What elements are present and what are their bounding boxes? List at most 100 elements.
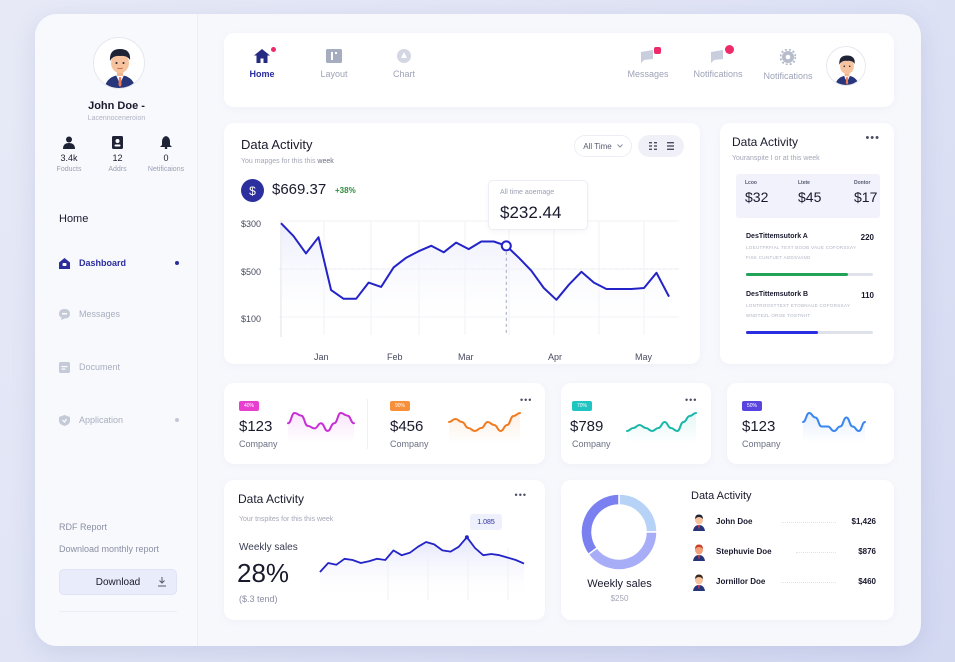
download-button[interactable]: Download: [59, 569, 177, 595]
series-line: [280, 222, 670, 301]
leader-amount: $1,426: [851, 517, 876, 526]
report-title: RDF Report: [59, 522, 108, 532]
chat-icon: [59, 308, 70, 320]
item-description: WNDTEZL OROE TOSTNHT: [746, 313, 811, 318]
home-icon: [59, 257, 70, 269]
person-avatar-icon: [693, 574, 705, 591]
total-amount: $669.37: [272, 181, 327, 198]
top-nav-home[interactable]: Home: [232, 47, 292, 79]
stat-label: Foducts: [56, 166, 82, 173]
tooltip-label: All time aoemage: [500, 189, 555, 196]
percent-badge: 40%: [239, 401, 260, 411]
weekly-sales-percent: 28%: [237, 558, 290, 588]
sidebar-item-application[interactable]: Application: [59, 412, 179, 428]
person-avatar-icon: [693, 514, 705, 531]
stat-label: Netificaions: [147, 166, 185, 173]
card-title: Data Activity: [241, 137, 313, 152]
document-icon: [59, 361, 70, 373]
leader-name: Stephuvie Doe: [716, 547, 772, 556]
sidebar-item-dashboard[interactable]: Dashboard: [59, 255, 179, 271]
item-value: 110: [861, 291, 874, 300]
chart-tooltip: 1.085: [470, 514, 502, 530]
more-options-icon[interactable]: •••: [520, 395, 533, 405]
leaderboard-row[interactable]: Stephuvie Doe $876: [691, 543, 876, 561]
series-line: [319, 536, 525, 573]
top-nav-chart[interactable]: Chart: [374, 49, 434, 79]
dollar-coin-icon: $: [241, 179, 264, 202]
more-options-icon[interactable]: •••: [865, 132, 880, 144]
top-nav-settings[interactable]: Notifications: [752, 49, 824, 81]
card-subtitle: Youranspite I or at this week: [732, 155, 820, 162]
top-nav-layout[interactable]: Layout: [304, 49, 364, 79]
sparkline-chart: [626, 412, 697, 443]
price-label: Ltete: [798, 180, 810, 186]
top-nav-label: Notifications: [693, 69, 743, 79]
price-summary: Lcoo $32 Ltete $45 Dontor $17: [736, 174, 880, 218]
price-value: $17: [854, 189, 878, 205]
grid-view-icon[interactable]: [648, 142, 658, 150]
report-subtitle: Download monthly report: [59, 544, 160, 554]
sidebar-item-document[interactable]: Document: [59, 359, 179, 375]
profile-name: John Doe -: [88, 100, 145, 112]
progress-bar: [746, 331, 873, 334]
top-nav-notifications[interactable]: Notifications: [682, 45, 754, 79]
status-dot: [175, 418, 179, 422]
subtitle-emphasis: week: [317, 158, 334, 165]
divider: [367, 399, 368, 449]
donut-segment: [587, 531, 658, 571]
sidebar-item-label: Application: [79, 415, 124, 425]
x-tick-label: Jan: [314, 352, 329, 362]
donut-chart: [580, 493, 658, 571]
list-item[interactable]: DesTittemsutork B 110 LONTROOSTTEXT ETOB…: [746, 291, 874, 318]
sidebar-item-messages[interactable]: Messages: [59, 306, 179, 322]
leaderboard-row[interactable]: John Doe $1,426: [691, 513, 876, 531]
progress-bar: [746, 273, 873, 276]
more-options-icon[interactable]: •••: [685, 395, 698, 405]
sparkline-line: [626, 412, 697, 433]
leader-amount: $876: [858, 547, 876, 556]
stat-label: Addrs: [108, 166, 127, 173]
person-avatar-icon: [693, 544, 705, 561]
profile-avatar[interactable]: [93, 37, 145, 89]
chevron-down-icon: [616, 144, 623, 148]
area-fill: [320, 537, 524, 600]
price-column: Dontor $17: [854, 180, 877, 205]
notification-icon: [711, 50, 723, 63]
company-stats-card: 70% $789 Company •••: [561, 383, 711, 464]
leader-name: Jornillor Doe: [716, 577, 766, 586]
company-value: $123: [239, 418, 273, 435]
divider: [59, 611, 177, 612]
layout-icon: [326, 49, 342, 63]
card-title: Data Activity: [732, 135, 799, 149]
x-tick-label: May: [635, 352, 653, 362]
x-tick-label: Apr: [548, 352, 563, 362]
list-item[interactable]: DesTittemsutork A 220 LOEUTFRFIAL TEXT B…: [746, 233, 874, 260]
company-label: Company: [572, 439, 611, 449]
item-description: LOEUTFRFIAL TEXT BOOB VAUE COFORSSAY: [746, 245, 857, 250]
sparkline-chart: [802, 411, 866, 443]
percent-badge: 90%: [390, 401, 411, 411]
sparkline-chart: [287, 411, 355, 443]
donut-label: Weekly sales: [587, 578, 652, 590]
user-avatar[interactable]: [826, 46, 866, 86]
progress-fill: [746, 273, 848, 276]
line-chart: [279, 220, 679, 337]
company-stats-card: 50% $123 Company: [727, 383, 894, 464]
stat-products[interactable]: 3.4k Foducts: [45, 136, 93, 173]
leader-divider: [796, 552, 836, 553]
price-value: $32: [745, 189, 769, 205]
stat-addrs[interactable]: 12 Addrs: [94, 136, 142, 173]
item-value: 220: [860, 233, 874, 242]
leaderboard-row[interactable]: Jornillor Doe $460: [691, 573, 876, 591]
data-activity-chart-card: Data Activity You mapges for this this w…: [224, 123, 700, 364]
time-filter-dropdown[interactable]: All Time: [574, 135, 632, 157]
more-options-icon[interactable]: •••: [514, 490, 527, 500]
list-view-icon[interactable]: [666, 142, 674, 150]
donut-segment: [580, 493, 620, 556]
item-description: FISK CUNTUET ADDSVAND: [746, 255, 811, 260]
tooltip-value: $232.44: [500, 203, 562, 222]
top-nav-messages[interactable]: Messages: [614, 47, 682, 79]
stat-notifications[interactable]: 0 Netificaions: [142, 136, 190, 173]
donut-segment: [618, 493, 658, 533]
messages-badge: [654, 47, 661, 54]
